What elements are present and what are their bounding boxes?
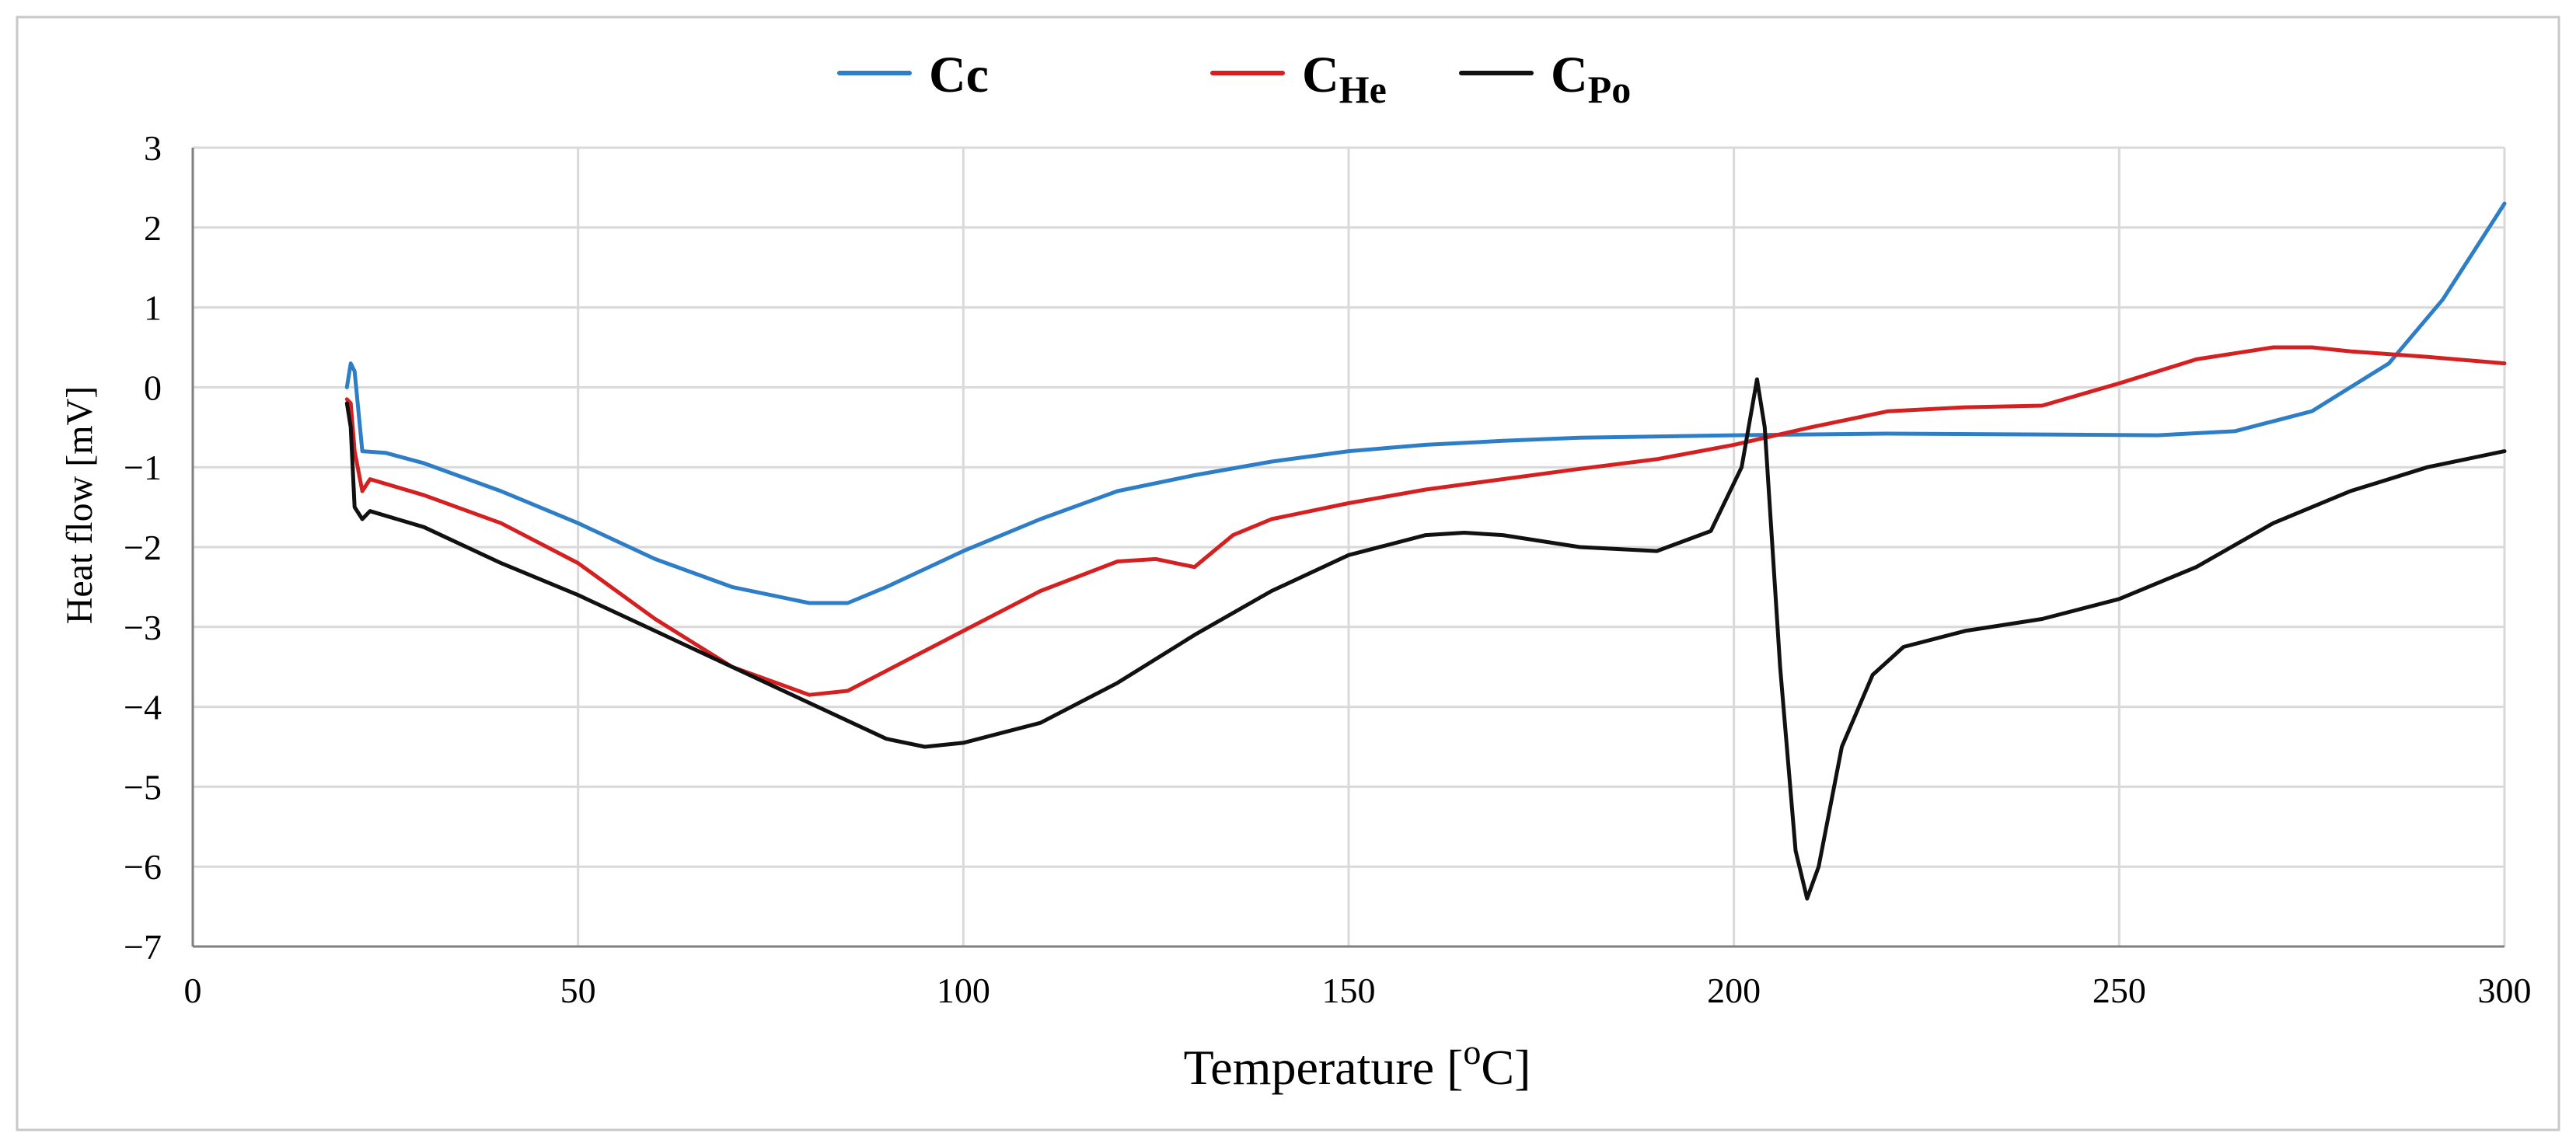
x-tick-label: 100 <box>937 971 990 1010</box>
y-tick-label: 0 <box>144 368 162 407</box>
y-axis-title: Heat flow [mV] <box>59 386 100 625</box>
legend-item-che: CHe <box>1210 47 1387 111</box>
series-line-cc <box>344 201 2507 605</box>
y-tick-label: −6 <box>124 847 162 887</box>
legend-label: CHe <box>1302 47 1387 111</box>
x-axis-title-unit: C] <box>1481 1040 1531 1095</box>
legend-item-cc: Cc <box>837 47 989 103</box>
x-tick-label: 50 <box>560 971 596 1010</box>
tick-labels: 3 2 1 0 −1 −2 −3 −4 −5 −6 −7 0 50 100 150 200 250 300 <box>124 128 2531 1010</box>
y-tick-label: −5 <box>124 767 162 807</box>
x-axis-title: Temperature [oC] <box>1184 1032 1531 1095</box>
legend: Cc CHe CPo <box>837 47 1631 111</box>
gridlines <box>193 146 2506 947</box>
chart-frame <box>16 16 2560 1131</box>
legend-label-sub: He <box>1339 68 1387 111</box>
x-axis-title-main: Temperature [ <box>1184 1040 1464 1095</box>
legend-label: CPo <box>1551 47 1631 111</box>
y-tick-label: −4 <box>124 688 162 727</box>
x-tick-label: 250 <box>2093 971 2146 1010</box>
legend-label-main: C <box>1302 47 1339 103</box>
y-tick-label: 2 <box>144 208 162 248</box>
y-tick-label: −2 <box>124 528 162 567</box>
x-axis-title-sup: o <box>1463 1032 1481 1072</box>
legend-item-cpo: CPo <box>1459 47 1631 111</box>
series-line-cpo <box>344 377 2507 901</box>
legend-label-main: Cc <box>929 47 989 103</box>
y-tick-label: −7 <box>124 927 162 967</box>
y-tick-label: −1 <box>124 448 162 487</box>
axes <box>191 148 2504 948</box>
x-tick-label: 150 <box>1322 971 1376 1010</box>
y-tick-label: −3 <box>124 608 162 647</box>
legend-label-main: C <box>1551 47 1588 103</box>
x-tick-label: 200 <box>1707 971 1761 1010</box>
x-tick-label: 0 <box>184 971 202 1010</box>
series-line-che <box>344 345 2507 697</box>
legend-label: Cc <box>929 47 989 103</box>
y-tick-label: 3 <box>144 128 162 168</box>
y-tick-label: 1 <box>144 288 162 328</box>
series-lines <box>344 201 2507 901</box>
legend-label-sub: Po <box>1588 68 1632 111</box>
x-tick-label: 300 <box>2478 971 2532 1010</box>
